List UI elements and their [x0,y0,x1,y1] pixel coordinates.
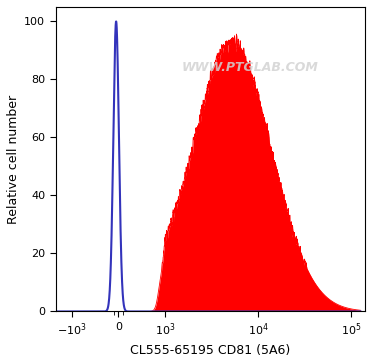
Text: WWW.PTGLAB.COM: WWW.PTGLAB.COM [182,62,319,74]
Y-axis label: Relative cell number: Relative cell number [7,95,20,224]
X-axis label: CL555-65195 CD81 (5A6): CL555-65195 CD81 (5A6) [130,344,291,357]
